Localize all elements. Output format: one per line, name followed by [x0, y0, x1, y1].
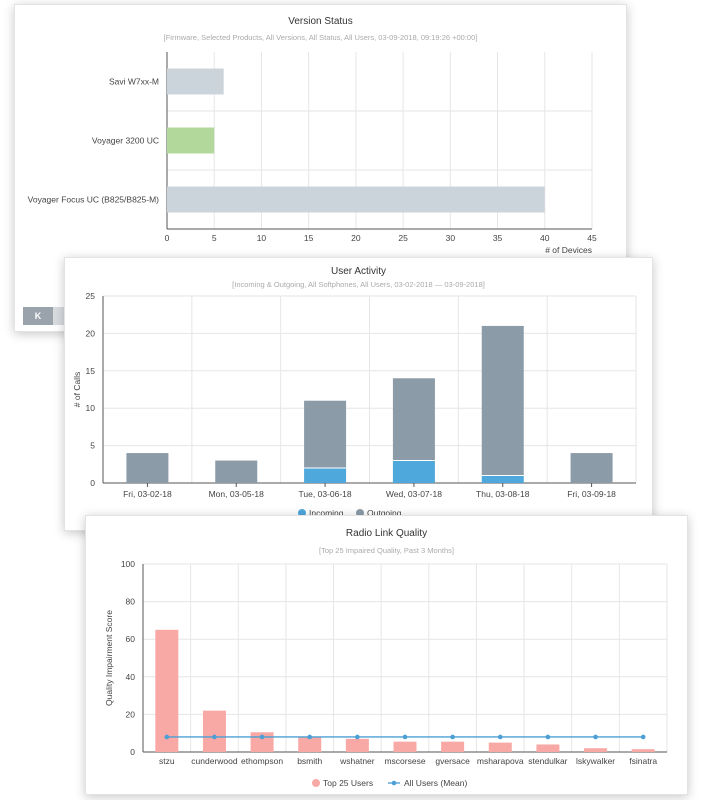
- bar: [167, 127, 215, 154]
- user-activity-card: User Activity [Incoming & Outgoing, All …: [64, 257, 653, 531]
- x-tick-label: 40: [540, 233, 550, 243]
- bar-incoming: [481, 475, 524, 483]
- y-tick-label: 5: [90, 441, 95, 451]
- x-tick-label: 10: [257, 233, 267, 243]
- y-tick-label: 25: [86, 291, 96, 301]
- bar-top25: [393, 741, 417, 752]
- bar-top25: [536, 744, 560, 752]
- legend-swatch-mean: [391, 780, 397, 786]
- y-tick-label: 20: [126, 709, 136, 719]
- x-tick-label: 0: [165, 233, 170, 243]
- category-label: mscorsese: [384, 756, 425, 766]
- bar-outgoing: [126, 453, 169, 483]
- y-tick-label: 0: [130, 747, 135, 757]
- bar-incoming: [304, 468, 347, 483]
- mean-point: [450, 734, 455, 740]
- legend-swatch-top25: [312, 779, 320, 787]
- x-tick-label: 35: [493, 233, 503, 243]
- mean-point: [497, 734, 503, 740]
- version-status-chart: 0 5 10 15 20 25 30 35 40 45 Savi W7xx-M Voyager 320…: [28, 52, 597, 255]
- category-label: stendulkar: [528, 756, 567, 766]
- x-tick-label: 15: [304, 233, 314, 243]
- x-tick-label: 25: [398, 233, 408, 243]
- legend-label: Outgoing: [367, 508, 402, 518]
- x-tick-label: 30: [446, 233, 456, 243]
- category-label: Tue, 03-06-18: [299, 489, 352, 499]
- version-status-title: Version Status: [288, 16, 353, 27]
- bar-outgoing: [392, 378, 435, 461]
- bar: [167, 68, 224, 95]
- y-tick-label: 15: [86, 366, 96, 376]
- radio-link-chart: 0 20 40 60 80 100 stzu cunderwood ethompson bsmit…: [104, 559, 668, 788]
- category-label: bsmith: [297, 756, 322, 766]
- legend-label: Top 25 Users: [323, 778, 373, 788]
- mean-point: [640, 734, 646, 740]
- mean-point: [402, 734, 408, 740]
- mean-point: [307, 734, 313, 740]
- category-label: Voyager Focus UC (B825/B825-M): [28, 195, 160, 205]
- bar-top25: [345, 738, 369, 752]
- category-label: wshatner: [339, 756, 375, 766]
- category-label: cunderwood: [191, 756, 238, 766]
- y-tick-label: 80: [126, 597, 136, 607]
- y-tick-label: 100: [121, 559, 135, 569]
- y-tick-label: 10: [86, 403, 96, 413]
- bar-top25: [488, 742, 512, 752]
- category-label: Savi W7xx-M: [109, 77, 159, 87]
- bar-top25: [441, 741, 465, 752]
- user-activity-subtitle: [Incoming & Outgoing, All Softphones, Al…: [232, 280, 485, 289]
- bar-outgoing: [570, 453, 613, 483]
- bar-incoming: [392, 460, 435, 483]
- bar-top25: [202, 710, 226, 752]
- radio-link-title: Radio Link Quality: [345, 528, 428, 539]
- y-axis-label: # of Calls: [72, 372, 82, 407]
- category-label: Thu, 03-08-18: [476, 489, 530, 499]
- mean-point: [593, 734, 598, 740]
- x-tick-label: 45: [587, 233, 597, 243]
- x-axis-label: # of Devices: [545, 245, 592, 255]
- user-activity-title: User Activity: [330, 266, 386, 277]
- category-label: msharapova: [477, 756, 524, 766]
- legend-label: Incoming: [309, 508, 344, 518]
- category-label: Fri, 03-09-18: [567, 489, 616, 499]
- x-tick-label: 20: [351, 233, 361, 243]
- category-label: lskywalker: [576, 756, 615, 766]
- bar-top25: [631, 749, 655, 752]
- previous-page-button[interactable]: K: [23, 307, 53, 325]
- bar-outgoing: [304, 400, 347, 469]
- mean-point: [259, 734, 265, 740]
- bar-top25: [155, 629, 179, 752]
- bar-top25: [298, 736, 322, 752]
- y-tick-label: 20: [86, 328, 96, 338]
- y-tick-label: 0: [90, 478, 95, 488]
- version-status-subtitle: [Firmware, Selected Products, All Versio…: [163, 33, 478, 42]
- mean-point: [164, 734, 170, 740]
- category-label: stzu: [159, 756, 175, 766]
- category-label: Wed, 03-07-18: [386, 489, 442, 499]
- category-label: fsinatra: [629, 756, 657, 766]
- user-activity-chart: 0 5 10 15 20 25 Fri, 03-02-18 Mon, 03-05-18 Tue,…: [72, 291, 637, 518]
- mean-point: [545, 734, 551, 740]
- legend-label: All Users (Mean): [404, 778, 467, 788]
- x-tick-label: 5: [212, 233, 217, 243]
- mean-point: [212, 734, 217, 740]
- radio-link-subtitle: [Top 25 Impaired Quality, Past 3 Months]: [319, 546, 454, 555]
- category-label: Mon, 03-05-18: [209, 489, 265, 499]
- category-label: Fri, 03-02-18: [123, 489, 172, 499]
- y-axis-label: Quality Impairment Score: [104, 610, 114, 706]
- category-label: gversace: [435, 756, 470, 766]
- bar: [167, 186, 545, 213]
- category-label: Voyager 3200 UC: [92, 136, 159, 146]
- radio-link-card: Radio Link Quality [Top 25 Impaired Qual…: [85, 515, 688, 795]
- category-label: ethompson: [241, 756, 283, 766]
- y-tick-label: 40: [126, 672, 136, 682]
- mean-point: [355, 734, 360, 740]
- y-tick-label: 60: [126, 634, 136, 644]
- bar-top25: [584, 748, 608, 752]
- bar-outgoing: [215, 460, 258, 483]
- bar-outgoing: [481, 325, 524, 476]
